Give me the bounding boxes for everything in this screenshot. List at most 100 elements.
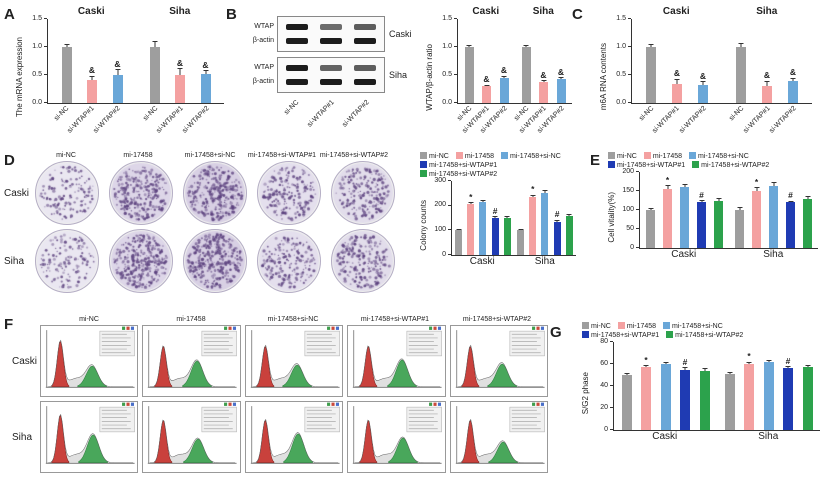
y-tick-label: 100 [622, 205, 634, 213]
bar-Caski-3: # [490, 181, 501, 255]
panel-label-e: E [590, 152, 601, 169]
bar [663, 189, 672, 248]
group-title: Siha [169, 6, 191, 17]
group-label: Caski [469, 256, 495, 267]
flow-histogram [39, 401, 139, 473]
error-bar [492, 216, 498, 218]
blot-band [354, 65, 376, 71]
blot-box [277, 57, 385, 93]
bar-Caski-2: & [498, 19, 511, 103]
bar [736, 47, 746, 103]
y-axis-label: S/G2 phase [581, 371, 590, 415]
colony-dish [109, 229, 173, 293]
bar-Caski-2 [659, 342, 673, 430]
y-tick-label: 50 [626, 224, 634, 232]
cell-line-row-label: Siha [12, 431, 33, 443]
panel-b: B WTAP β-actin Caski WTAP β-actin Siha si-NC si… [226, 4, 572, 150]
error-bar [480, 199, 486, 202]
error-bar [203, 70, 208, 74]
error-bar [663, 361, 668, 364]
flow-histogram [39, 325, 139, 397]
toolbar-blue-icon [335, 402, 339, 406]
blot-band [354, 24, 376, 30]
legend-item: mi-17458+si-WTAP#1 [420, 161, 497, 170]
panel-label-c: C [572, 6, 583, 23]
error-bar [737, 207, 742, 210]
bar-Caski-0 [453, 181, 464, 255]
error-bar [648, 208, 653, 210]
y-tick-label: 1.5 [442, 14, 452, 22]
toolbar-red-icon [536, 326, 540, 330]
x-tick-label: si-WTAP#2 [92, 105, 122, 135]
bar [479, 202, 487, 255]
error-bar [746, 361, 752, 364]
bar [698, 84, 708, 103]
significance-mark: & [176, 57, 184, 68]
group-label: Siha [763, 249, 784, 260]
bar-Caski-0 [463, 19, 476, 103]
flow-col-header: mi-17458+si-WTAP#1 [360, 316, 430, 323]
bar [714, 200, 723, 248]
y-tick-label: 200 [434, 201, 446, 209]
error-bar [554, 219, 560, 222]
significance-mark: & [673, 68, 681, 79]
bar-Siha-2: & [786, 19, 800, 103]
cell-line-row-label: Siha [4, 255, 25, 267]
x-tick-label: si-WTAP#1 [651, 105, 682, 135]
significance-mark: & [114, 58, 121, 69]
bar-Caski-2: & [111, 19, 125, 103]
legend-item: mi-17458+si-WTAP#2 [666, 331, 743, 340]
error-bar [727, 371, 732, 374]
significance-mark: & [540, 69, 547, 80]
legend-item: mi-17458 [617, 322, 656, 331]
toolbar-green-icon [531, 402, 535, 406]
bar-Siha-1: * [742, 342, 756, 430]
sg2-phase-chart: mi-NC mi-17458 mi-17458+si-NC mi-17458+si-W… [580, 322, 820, 444]
blot-box [277, 16, 385, 52]
error-bar [702, 368, 707, 371]
bar [802, 367, 813, 430]
bar [744, 364, 754, 430]
flow-histogram-svg [147, 402, 237, 464]
colony-dish [331, 229, 395, 293]
significance-mark: & [202, 59, 209, 70]
bar-Siha-4 [564, 181, 575, 255]
error-bar [764, 80, 770, 87]
legend-item: mi-17458+si-WTAP#1 [582, 331, 659, 340]
legend-swatch [501, 152, 509, 159]
legend-swatch [420, 161, 427, 168]
flow-histogram-svg [147, 326, 237, 388]
bar [660, 364, 671, 430]
bar-Siha-1: * [527, 181, 538, 255]
cell-line-row-label: Caski [12, 355, 38, 367]
error-bar [699, 200, 704, 203]
bar-Caski-0 [644, 19, 658, 103]
y-axis: 0 100 200 300 [429, 177, 451, 269]
bar [517, 230, 525, 255]
bar [752, 191, 761, 248]
significance-mark: & [483, 74, 490, 84]
blot-band [286, 65, 308, 71]
y-tick-label: 0 [604, 425, 608, 433]
legend-item: mi-17458+si-NC [689, 152, 749, 161]
stats-box [201, 406, 237, 433]
bar-Siha-2 [762, 342, 776, 430]
bar [499, 77, 509, 103]
bar [680, 369, 690, 430]
y-axis: 0.0 0.5 1.0 1.5 [435, 6, 457, 148]
flow-histogram-svg [250, 326, 340, 388]
toolbar-blue-icon [130, 326, 134, 330]
legend-item: mi-NC [582, 322, 611, 331]
stats-box [406, 406, 442, 433]
significance-mark: & [763, 70, 771, 81]
bar-Siha-2: & [555, 19, 568, 103]
error-bar [89, 75, 95, 80]
colony-col-header: mi-17458+si-WTAP#2 [319, 152, 389, 159]
bar [672, 84, 682, 103]
error-bar [700, 81, 706, 85]
error-bar [738, 43, 744, 47]
error-bar [64, 44, 69, 47]
bar-Caski-3: # [695, 172, 708, 248]
significance-mark: * [754, 176, 759, 187]
plot-area: & & & & [457, 19, 572, 104]
